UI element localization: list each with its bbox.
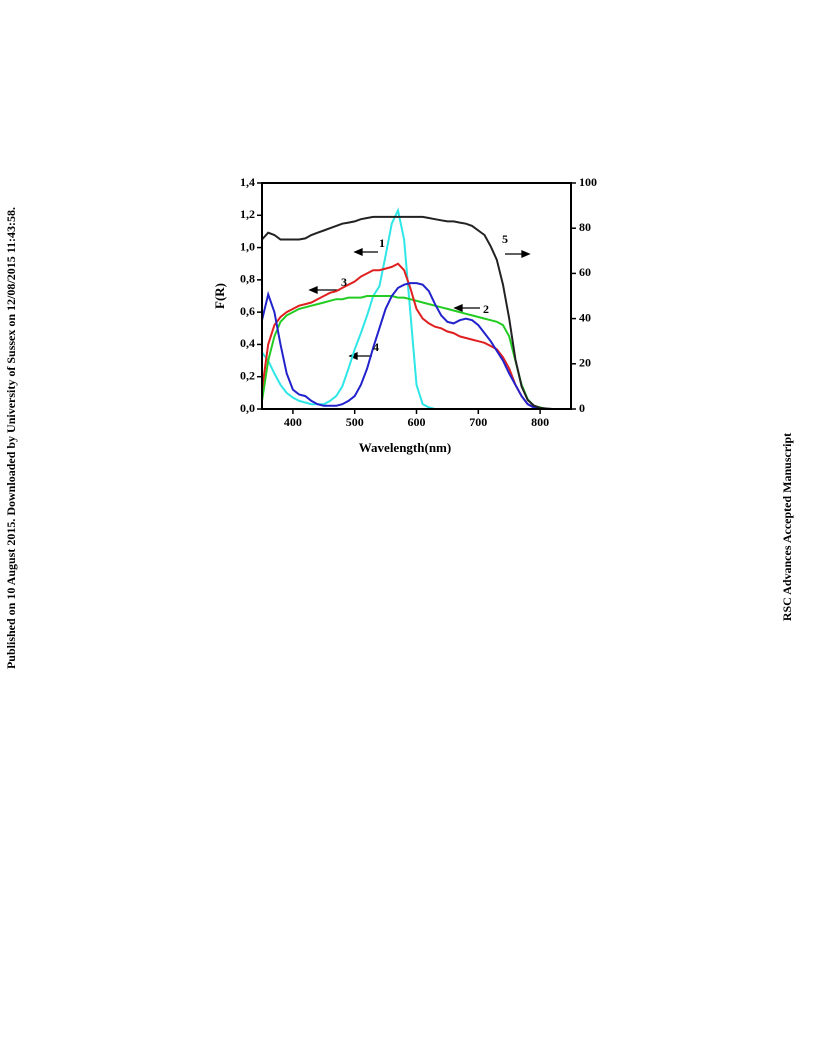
y2-tick-label: 0 bbox=[579, 401, 585, 415]
y-tick-label: 0,4 bbox=[240, 336, 255, 350]
x-tick-label: 600 bbox=[408, 415, 426, 429]
y2-tick-label: 40 bbox=[579, 310, 591, 324]
annotations bbox=[308, 248, 531, 360]
x-tick-label: 800 bbox=[531, 415, 549, 429]
curve-label: 1 bbox=[379, 236, 385, 250]
y-tick-label: 1,4 bbox=[240, 175, 255, 189]
curve-label: 2 bbox=[483, 302, 489, 316]
x-tick-label: 700 bbox=[469, 415, 487, 429]
series-line bbox=[261, 282, 571, 410]
arrow-head bbox=[521, 250, 531, 258]
y-tick-label: 0,0 bbox=[240, 401, 255, 415]
y2-tick-label: 60 bbox=[579, 265, 591, 279]
x-tick-label: 500 bbox=[346, 415, 364, 429]
y-axis-label: F(R) bbox=[212, 283, 227, 309]
y-tick-label: 0,8 bbox=[240, 272, 255, 286]
y2-tick-label: 100 bbox=[579, 175, 597, 189]
arrow-head bbox=[453, 304, 463, 312]
y-tick-label: 0,2 bbox=[240, 368, 255, 382]
y-tick-label: 1,2 bbox=[240, 207, 255, 221]
series-line bbox=[261, 215, 571, 410]
arrow-head bbox=[308, 286, 318, 294]
side-note: Published on 10 August 2015. Downloaded … bbox=[4, 207, 18, 669]
y2-tick-label: 80 bbox=[579, 220, 591, 234]
curve-label: 5 bbox=[502, 232, 508, 246]
arrow-head bbox=[353, 248, 363, 256]
watermark: RSC Advances Accepted Manuscript bbox=[780, 433, 794, 621]
y-tick-label: 1,0 bbox=[240, 239, 255, 253]
curve-label: 4 bbox=[373, 340, 379, 354]
x-axis-label: Wavelength(nm) bbox=[359, 440, 451, 455]
x-tick-label: 400 bbox=[284, 415, 302, 429]
y2-tick-label: 20 bbox=[579, 356, 591, 370]
y-tick-label: 0,6 bbox=[240, 304, 255, 318]
curve-label: 3 bbox=[341, 275, 347, 289]
